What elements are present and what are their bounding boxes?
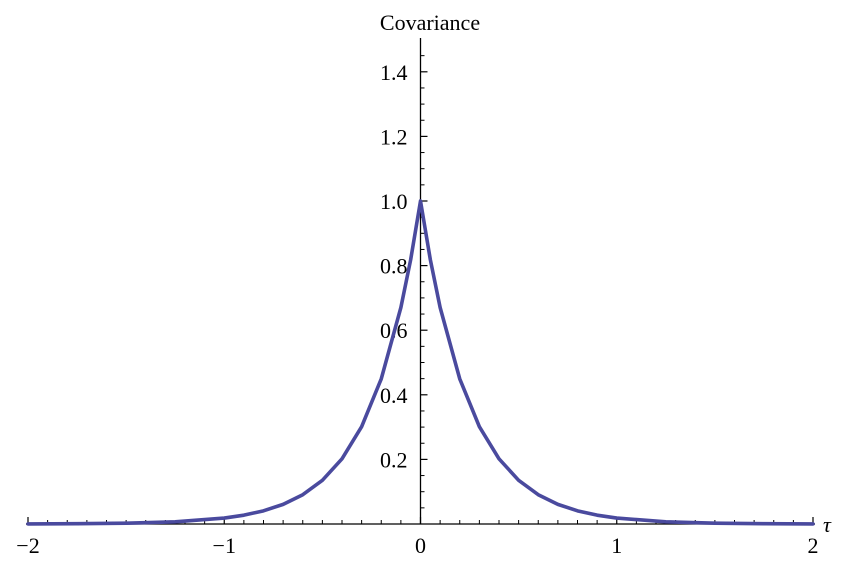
x-tick-label: −1 bbox=[213, 533, 236, 558]
y-tick-label: 1.4 bbox=[380, 60, 408, 85]
y-tick-label: 1.2 bbox=[380, 124, 408, 149]
tick-labels: −2 −1 0 1 20.20.40.60.81.01.21.4 bbox=[16, 60, 818, 558]
axes bbox=[26, 38, 815, 525]
y-axis-label: Covariance bbox=[380, 10, 480, 35]
x-tick-label: −2 bbox=[16, 533, 39, 558]
x-tick-label: 1 bbox=[611, 533, 622, 558]
y-tick-label: 1.0 bbox=[380, 189, 408, 214]
y-tick-label: 0.4 bbox=[380, 383, 408, 408]
series-layer bbox=[26, 199, 815, 526]
y-tick-label: 0.2 bbox=[380, 447, 408, 472]
series-line bbox=[26, 199, 815, 526]
x-axis-label: τ bbox=[823, 512, 832, 537]
x-tick-label: 2 bbox=[808, 533, 819, 558]
y-tick-label: 0.8 bbox=[380, 254, 408, 279]
x-tick-label: 0 bbox=[415, 533, 426, 558]
